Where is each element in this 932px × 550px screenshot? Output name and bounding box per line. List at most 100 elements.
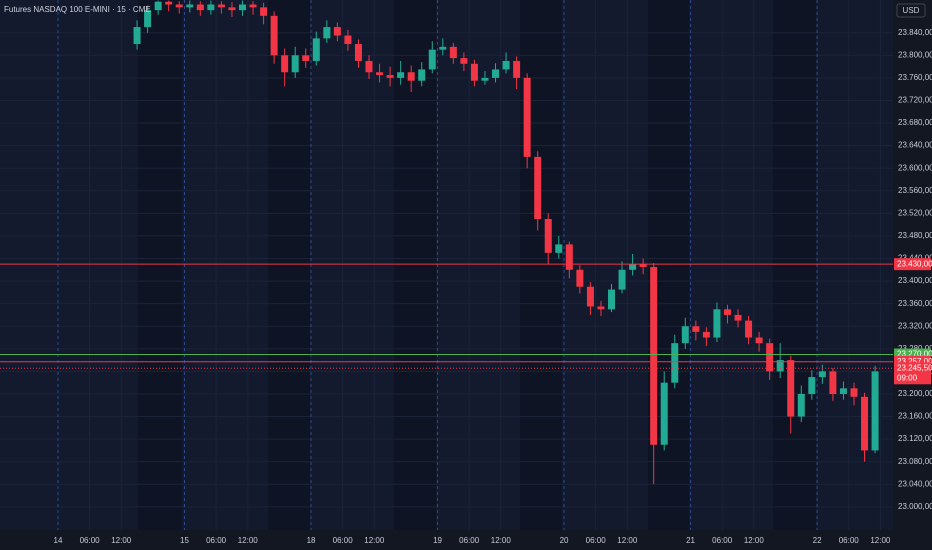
- level-label: 23.430,00: [897, 259, 932, 268]
- x-tick-label: 20: [560, 536, 569, 545]
- y-tick-label: 23.480,00: [898, 231, 932, 240]
- candle-body: [323, 27, 331, 39]
- candle-body: [418, 69, 426, 81]
- candle-body: [492, 69, 500, 78]
- x-tick-label: 21: [686, 536, 695, 545]
- y-tick-label: 23.200,00: [898, 389, 932, 398]
- y-tick-label: 23.600,00: [898, 163, 932, 172]
- x-tick-label: 15: [180, 536, 189, 545]
- candle-body: [344, 35, 352, 45]
- shade: [773, 0, 816, 530]
- candle-body: [281, 55, 289, 73]
- candle-body: [871, 371, 879, 451]
- x-tick-label: 18: [307, 536, 316, 545]
- last-price-tag: [894, 362, 931, 385]
- y-tick-label: 23.840,00: [898, 28, 932, 37]
- candle-body: [354, 44, 362, 61]
- x-tick-label: 06:00: [712, 536, 733, 545]
- y-tick-label: 23.560,00: [898, 186, 932, 195]
- candle-body: [534, 156, 542, 219]
- candle-body: [470, 63, 478, 81]
- x-tick-label: 12:00: [617, 536, 638, 545]
- y-tick-label: 23.000,00: [898, 502, 932, 511]
- shade: [138, 0, 182, 530]
- level-label: 23.257,00: [897, 357, 932, 366]
- currency-box[interactable]: [896, 3, 926, 18]
- currency[interactable]: USD: [903, 6, 920, 15]
- candle-body: [586, 286, 594, 307]
- candle-body: [544, 218, 552, 253]
- y-tick-label: 23.520,00: [898, 208, 932, 217]
- y-tick-label: 23.800,00: [898, 50, 932, 59]
- candle-body: [502, 60, 510, 70]
- x-tick-label: 12:00: [238, 536, 259, 545]
- candle-body: [439, 46, 447, 50]
- plot: [0, 0, 893, 485]
- x-tick-label: 06:00: [839, 536, 860, 545]
- y-tick-label: 23.440,00: [898, 254, 932, 263]
- candle-body: [238, 4, 246, 11]
- candle-body: [481, 77, 489, 81]
- candle-body: [196, 4, 204, 11]
- candle-body: [260, 7, 268, 16]
- candle-body: [681, 326, 689, 344]
- candle-body: [565, 244, 573, 270]
- candle-body: [766, 343, 774, 372]
- x-tick-label: 06:00: [206, 536, 227, 545]
- y-tick-label: 23.640,00: [898, 141, 932, 150]
- candle-body: [671, 343, 679, 383]
- candle-body: [861, 396, 869, 451]
- y-tick-label: 23.760,00: [898, 73, 932, 82]
- candle-body: [207, 4, 215, 11]
- candle-body: [460, 58, 468, 64]
- candle-body: [787, 360, 795, 417]
- candle-body: [723, 309, 731, 315]
- candle-body: [713, 309, 721, 338]
- x-tick-label: 12:00: [364, 536, 385, 545]
- y-tick-label: 23.720,00: [898, 96, 932, 105]
- price-axis: [893, 0, 932, 550]
- time-axis: [0, 530, 893, 550]
- x-tick-label: 12:00: [870, 536, 891, 545]
- x-tick-label: 12:00: [111, 536, 132, 545]
- candle-body: [302, 55, 310, 61]
- candle-body: [333, 27, 341, 36]
- y-tick-label: 23.680,00: [898, 118, 932, 127]
- candle-body: [217, 4, 225, 8]
- candle-body: [576, 269, 584, 287]
- candle-body: [228, 7, 236, 11]
- shade: [394, 0, 436, 530]
- candle-body: [745, 320, 753, 338]
- candle-body: [523, 77, 531, 157]
- candle-body: [639, 264, 647, 267]
- y-tick-label: 23.400,00: [898, 276, 932, 285]
- candle-body: [249, 4, 257, 8]
- candle-body: [755, 337, 763, 344]
- candle-body: [133, 27, 141, 45]
- candle-body: [660, 382, 668, 445]
- candle-body: [555, 244, 563, 253]
- y-tick-label: 23.160,00: [898, 412, 932, 421]
- candle-body: [850, 388, 858, 397]
- shade: [268, 0, 310, 530]
- candle-body: [376, 72, 384, 76]
- level-tag: [894, 258, 931, 271]
- candle-body: [808, 377, 816, 394]
- y-tick-label: 23.080,00: [898, 457, 932, 466]
- x-tick-label: 12:00: [744, 536, 765, 545]
- candle-body: [365, 60, 373, 73]
- x-tick-label: 14: [54, 536, 63, 545]
- last-price-time: 09:00: [897, 373, 918, 382]
- y-tick-label: 23.360,00: [898, 299, 932, 308]
- axes: 23.000,00 23.040,00 23.080,00 23.120,00 23.1…: [54, 28, 932, 545]
- candle-body: [270, 15, 278, 56]
- y-tick-label: 23.280,00: [898, 344, 932, 353]
- y-tick-label: 23.040,00: [898, 479, 932, 488]
- off-hours-shading: [138, 0, 816, 530]
- candle-body: [692, 326, 700, 332]
- candle-body: [154, 1, 162, 11]
- y-tick-label: 23.320,00: [898, 321, 932, 330]
- y-tick-label: 23.120,00: [898, 434, 932, 443]
